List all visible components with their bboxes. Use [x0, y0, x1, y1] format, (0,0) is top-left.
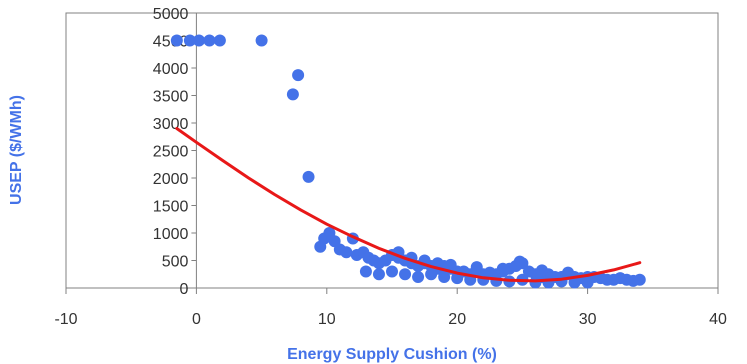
scatter-point [359, 265, 372, 278]
scatter-point [633, 273, 646, 286]
scatter-point [496, 262, 509, 275]
x-tick-label: 20 [448, 311, 466, 328]
scatter-point [535, 264, 548, 277]
y-tick-label: 500 [162, 254, 189, 271]
scatter-point [438, 271, 451, 283]
x-tick-label: 40 [709, 311, 727, 328]
scatter-point [425, 268, 438, 281]
scatter-point [386, 265, 398, 278]
y-tick-label: 3000 [153, 116, 189, 133]
scatter-point [399, 268, 412, 281]
y-tick-label: 5000 [153, 6, 189, 23]
y-tick-label: 4000 [153, 61, 189, 78]
scatter-point [470, 261, 483, 274]
x-axis-ticks: -10 0 10 20 30 40 [54, 288, 727, 328]
scatter-point [513, 255, 526, 268]
y-tick-label: 1500 [153, 199, 189, 216]
trendline [175, 127, 642, 283]
scatter-point [529, 276, 542, 289]
scatter-point [568, 276, 581, 289]
y-tick-label: 1000 [153, 226, 189, 243]
plot-area-border [65, 12, 719, 289]
scatter-point [302, 170, 315, 183]
scatter-point [562, 266, 575, 279]
scatter-point [193, 34, 206, 47]
x-tick-label: 10 [318, 311, 336, 328]
y-tick-label: 2500 [153, 144, 189, 161]
x-axis-title: Energy Supply Cushion (%) [287, 346, 497, 363]
scatter-point [292, 69, 305, 82]
scatter-point [581, 276, 594, 289]
scatter-point [170, 34, 183, 47]
scatter-point [412, 271, 425, 283]
data-points [170, 34, 646, 289]
y-tick-label: 4500 [153, 34, 189, 51]
scatter-point [444, 258, 457, 271]
y-tick-label: 2000 [153, 171, 189, 188]
y-tick-label: 0 [179, 281, 188, 298]
x-tick-label: -10 [54, 311, 77, 328]
x-tick-label: 30 [579, 311, 597, 328]
y-axis-title: USEP ($/WMh) [8, 95, 25, 205]
scatter-point [203, 34, 216, 47]
scatter-point [372, 268, 385, 281]
trendline-path [175, 127, 642, 283]
scatter-point [286, 88, 299, 101]
y-axis-ticks: 0 500 1000 1500 2000 2500 3000 3500 4000 4500 5000 [153, 6, 197, 298]
scatter-point [213, 34, 226, 47]
y-tick-label: 3500 [153, 89, 189, 106]
x-tick-label: 0 [192, 311, 201, 328]
scatter-point [255, 34, 268, 47]
scatter-point [340, 246, 353, 259]
scatter-point [183, 34, 196, 47]
